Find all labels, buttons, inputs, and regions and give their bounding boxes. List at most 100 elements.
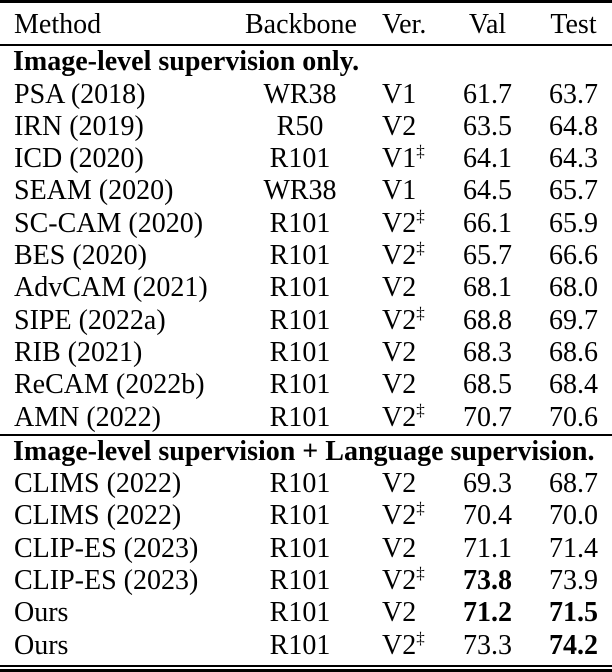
version-cell: V1‡: [355, 143, 440, 175]
method-cell: AdvCAM (2021): [14, 272, 208, 304]
section-header: Image-level supervision only.: [13, 46, 360, 78]
section-header: Image-level supervision + Language super…: [13, 435, 595, 467]
table-bottom-rule-thick: [0, 668, 612, 672]
double-dagger-mark: ‡: [416, 206, 425, 226]
double-dagger-mark: ‡: [416, 303, 425, 323]
backbone-cell: R101: [269, 468, 331, 500]
table-row: CLIP-ES (2023) R101 V2 71.1 71.4: [0, 533, 612, 565]
method-cell: SIPE (2022a): [14, 304, 166, 336]
table-bottom-rule-thin: [0, 664, 612, 667]
version-label: V1: [382, 78, 417, 110]
table-row: RIB (2021) R101 V2 68.3 68.6: [0, 337, 612, 369]
backbone-cell: R101: [269, 304, 331, 336]
table-header: Method Backbone Ver. Val Test: [0, 3, 612, 47]
test-score-cell: 64.8: [549, 110, 598, 142]
version-label: V2: [382, 336, 417, 368]
test-score-cell: 74.2: [549, 629, 598, 661]
backbone-cell: R101: [269, 336, 331, 368]
backbone-cell: WR38: [263, 78, 337, 110]
val-score-cell: 71.1: [463, 532, 512, 564]
version-label: V1: [382, 143, 417, 175]
backbone-cell: R101: [269, 565, 331, 597]
test-score-cell: 66.6: [549, 240, 598, 272]
test-score-cell: 68.7: [549, 468, 598, 500]
version-cell: V2‡: [355, 240, 440, 272]
method-cell: Ours: [14, 629, 69, 661]
version-label: V2: [382, 240, 417, 272]
backbone-cell: R101: [269, 597, 331, 629]
version-label: V1: [382, 175, 417, 207]
column-header-val: Val: [440, 3, 535, 47]
version-label: V2: [382, 110, 417, 142]
section-header-row: Image-level supervision only.: [0, 45, 612, 78]
val-score-cell: 61.7: [463, 78, 512, 110]
test-score-cell: 68.6: [549, 336, 598, 368]
test-score-cell: 70.6: [549, 401, 598, 433]
version-cell: V2: [355, 533, 440, 565]
table-row: PSA (2018) WR38 V1 61.7 63.7: [0, 79, 612, 111]
test-score-cell: 71.4: [549, 532, 598, 564]
header-row: Method Backbone Ver. Val Test: [0, 3, 612, 47]
val-score-cell: 69.3: [463, 468, 512, 500]
test-score-cell: 68.4: [549, 369, 598, 401]
column-header-test: Test: [535, 3, 612, 47]
version-cell: V1: [355, 175, 440, 207]
backbone-cell: R101: [269, 369, 331, 401]
val-score-cell: 63.5: [463, 110, 512, 142]
table-row: SEAM (2020) WR38 V1 64.5 65.7: [0, 175, 612, 207]
test-score-cell: 68.0: [549, 272, 598, 304]
table-row: Ours R101 V2 71.2 71.5: [0, 597, 612, 629]
method-cell: RIB (2021): [14, 336, 143, 368]
method-cell: ReCAM (2022b): [14, 369, 205, 401]
table-row: SC-CAM (2020) R101 V2‡ 66.1 65.9: [0, 206, 612, 240]
method-cell: CLIMS (2022): [14, 468, 182, 500]
val-score-cell: 64.1: [463, 143, 512, 175]
backbone-cell: R101: [269, 143, 331, 175]
test-score-cell: 65.7: [549, 175, 598, 207]
test-score-cell: 73.9: [549, 565, 598, 597]
table-row: Ours R101 V2‡ 73.3 74.2: [0, 628, 612, 662]
version-label: V2: [382, 207, 417, 239]
test-score-cell: 71.5: [549, 597, 598, 629]
double-dagger-mark: ‡: [416, 238, 425, 258]
val-score-cell: 64.5: [463, 175, 512, 207]
version-cell: V2: [355, 272, 440, 304]
column-header-method: Method: [0, 3, 245, 47]
method-cell: SEAM (2020): [14, 175, 174, 207]
method-cell: SC-CAM (2020): [14, 207, 204, 239]
version-cell: V2: [355, 597, 440, 629]
table-top-rule: [0, 0, 612, 3]
section-header-row: Image-level supervision + Language super…: [0, 434, 612, 468]
backbone-cell: R101: [269, 240, 331, 272]
table-row: CLIMS (2022) R101 V2‡ 70.4 70.0: [0, 500, 612, 532]
double-dagger-mark: ‡: [416, 563, 425, 583]
table-row: CLIP-ES (2023) R101 V2‡ 73.8 73.9: [0, 565, 612, 597]
version-cell: V2‡: [355, 628, 440, 662]
version-label: V2: [382, 272, 417, 304]
val-score-cell: 73.8: [463, 565, 512, 597]
version-cell: V2‡: [355, 400, 440, 435]
backbone-cell: R101: [269, 207, 331, 239]
double-dagger-mark: ‡: [416, 628, 425, 648]
method-cell: CLIP-ES (2023): [14, 565, 199, 597]
method-cell: Ours: [14, 597, 69, 629]
table-body: Image-level supervision only. PSA (2018) W…: [0, 45, 612, 662]
val-score-cell: 65.7: [463, 240, 512, 272]
method-cell: PSA (2018): [14, 78, 146, 110]
version-cell: V2‡: [355, 500, 440, 532]
backbone-cell: R50: [276, 110, 324, 142]
backbone-cell: R101: [269, 272, 331, 304]
version-label: V2: [382, 369, 417, 401]
method-cell: AMN (2022): [14, 401, 161, 433]
double-dagger-mark: ‡: [416, 141, 425, 161]
table-row: ReCAM (2022b) R101 V2 68.5 68.4: [0, 369, 612, 401]
test-score-cell: 65.9: [549, 207, 598, 239]
double-dagger-mark: ‡: [416, 400, 425, 420]
backbone-cell: R101: [269, 532, 331, 564]
version-cell: V2‡: [355, 206, 440, 240]
method-cell: BES (2020): [14, 240, 147, 272]
val-score-cell: 70.7: [463, 401, 512, 433]
table-row: IRN (2019) R50 V2 63.5 64.8: [0, 111, 612, 143]
version-cell: V2‡: [355, 303, 440, 337]
val-score-cell: 71.2: [463, 597, 512, 629]
